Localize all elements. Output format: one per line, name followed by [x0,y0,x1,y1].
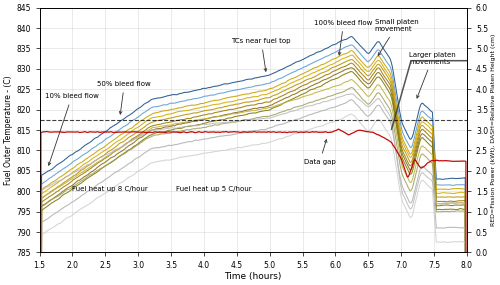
Text: Larger platen
movements: Larger platen movements [409,52,456,98]
Text: Fuel heat up 5 C/hour: Fuel heat up 5 C/hour [176,186,252,192]
Text: 10% bleed flow: 10% bleed flow [45,93,98,165]
Text: Data gap: Data gap [304,140,336,165]
X-axis label: Time (hours): Time (hours) [224,272,282,281]
Text: Fuel heat up 8 C/hour: Fuel heat up 8 C/hour [72,186,148,192]
Y-axis label: Fuel Outer Temperature - (C): Fuel Outer Temperature - (C) [4,75,13,185]
Text: 50% bleed flow: 50% bleed flow [98,81,151,114]
Text: Small platen
movement: Small platen movement [375,19,418,56]
Text: 100% bleed flow: 100% bleed flow [314,20,373,55]
Text: TCs near fuel top: TCs near fuel top [232,38,291,71]
Y-axis label: RED=Fission Power (kWt), DASH=Relative Platen Height (cm): RED=Fission Power (kWt), DASH=Relative P… [491,34,496,226]
